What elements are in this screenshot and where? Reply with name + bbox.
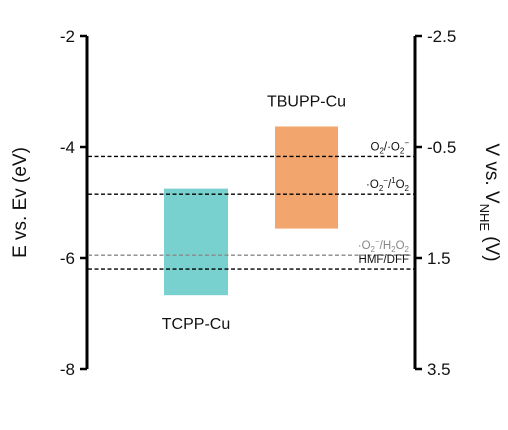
left-tick-label: -4	[60, 138, 75, 157]
bar-label: TCPP-Cu	[162, 316, 230, 333]
left-tick-label: -8	[60, 360, 75, 379]
right-axis-title: V vs. VNHE (V)	[477, 143, 502, 261]
bar-label: TBUPP-Cu	[267, 93, 346, 110]
right-tick-label: 1.5	[427, 249, 451, 268]
reference-label: O2/·O2−	[370, 138, 409, 155]
left-tick-label: -2	[60, 27, 75, 46]
reference-label: ·O2−/1O2	[366, 176, 410, 193]
left-tick-label: -6	[60, 249, 75, 268]
bar-tbupp-cu	[275, 126, 338, 229]
bar-tcpp-cu	[164, 188, 228, 296]
reference-label: HMF/DFF	[359, 254, 409, 266]
right-tick-label: -2.5	[427, 27, 456, 46]
left-axis-title: E vs. Ev (eV)	[10, 147, 31, 258]
right-tick-label: 3.5	[427, 360, 451, 379]
reference-label: ·O2−/H2O2	[358, 237, 410, 254]
right-tick-label: -0.5	[427, 138, 456, 157]
